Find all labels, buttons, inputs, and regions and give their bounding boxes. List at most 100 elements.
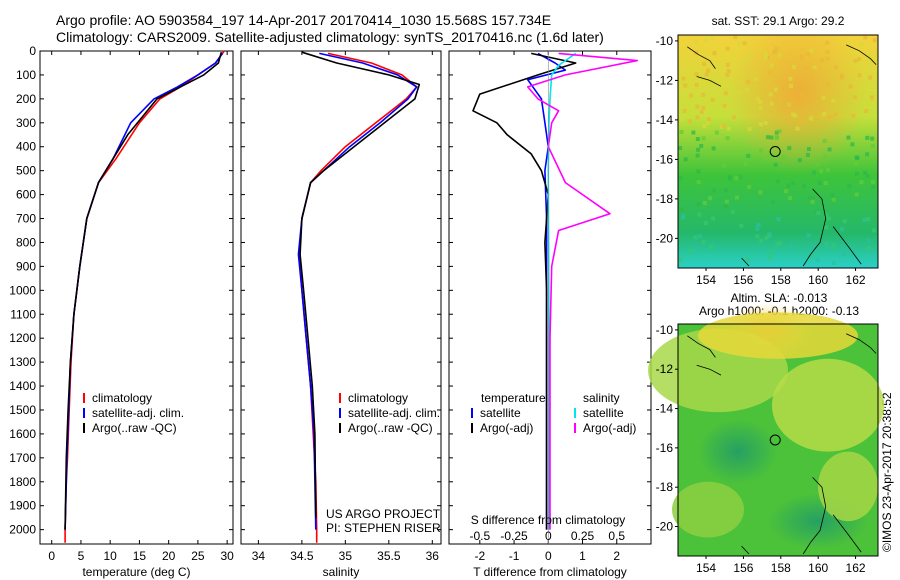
sla_map-coast-contour: [802, 477, 827, 555]
sst-speckle: [714, 130, 719, 135]
sst-speckle: [755, 234, 760, 239]
sst-speckle: [865, 152, 870, 157]
sst-speckle: [789, 101, 794, 106]
diff-salinity-legend-label: satellite: [583, 406, 624, 420]
sst-speckle: [855, 156, 860, 161]
sst_map-ytick-label: -14: [656, 113, 674, 127]
sst-speckle: [853, 58, 858, 63]
sst-speckle: [702, 61, 707, 66]
sst-speckle: [822, 139, 827, 144]
sst-speckle: [862, 217, 867, 222]
sst-speckle: [746, 153, 751, 158]
sst-speckle: [763, 121, 768, 126]
sst_map-ytick-label: -16: [656, 152, 674, 166]
depth-tick-label: 700: [16, 212, 36, 226]
sla_map-coast-contour: [687, 335, 716, 358]
sst-speckle: [870, 136, 875, 141]
sst-speckle: [722, 163, 727, 168]
temperature-xtick-label: 30: [220, 549, 234, 563]
sst-speckle: [851, 113, 856, 118]
sla_map-argo-marker: [769, 434, 781, 446]
sst-speckle: [842, 219, 847, 224]
sst-speckle: [850, 142, 855, 147]
sst-speckle: [734, 176, 739, 181]
sst_map-xtick-label: 162: [846, 273, 866, 287]
sst-speckle: [759, 238, 764, 243]
sst-speckle: [704, 221, 709, 226]
salinity-diff-tick-label: -0.5: [469, 529, 490, 543]
sst-speckle: [811, 170, 816, 175]
salinity-series-line: [299, 51, 421, 518]
salinity-xtick-label: 35: [339, 549, 353, 563]
sst-speckle: [702, 201, 707, 206]
sst-speckle: [799, 54, 804, 59]
depth-tick-label: 1000: [9, 283, 36, 297]
temperature-legend-label: satellite-adj. clim.: [92, 406, 184, 420]
sst_map-coast-contour: [687, 46, 716, 69]
sst-speckle: [810, 199, 815, 204]
sst-speckle: [854, 192, 859, 197]
sst-speckle: [701, 239, 706, 244]
sst-speckle: [823, 180, 828, 185]
sst-speckle: [852, 95, 857, 100]
sst-speckle: [756, 222, 761, 227]
sst-speckle: [734, 195, 739, 200]
sla-blob: [672, 481, 744, 538]
sst-speckle: [769, 249, 774, 254]
sst-speckle: [788, 76, 793, 81]
sla_map-xtick-label: 160: [808, 561, 828, 575]
sla_map-ytick-label: -12: [656, 362, 674, 376]
sst-speckle: [773, 162, 778, 167]
sst-speckle: [833, 112, 838, 117]
sst-speckle: [699, 109, 704, 114]
depth-tick-label: 900: [16, 259, 36, 273]
diff-legend-title-temperature: temperature: [481, 391, 546, 405]
differences-series-line: [526, 52, 639, 530]
sst-speckle: [826, 115, 831, 120]
sst-speckle: [868, 75, 873, 80]
sst-speckle: [681, 76, 686, 81]
salinity-legend-label: climatology: [348, 391, 408, 405]
sst-speckle: [710, 35, 715, 40]
sst-speckle: [701, 92, 706, 97]
sst-speckle: [812, 65, 817, 70]
temperature-xtick-label: 20: [162, 549, 176, 563]
sst-speckle: [726, 126, 731, 131]
sst-speckle: [781, 155, 786, 160]
salinity-diff-tick-label: -0.25: [500, 529, 528, 543]
sla_map-xtick-label: 156: [733, 561, 753, 575]
sst-speckle: [705, 121, 710, 126]
sst-speckle: [742, 41, 747, 46]
differences-xlabel: T difference from climatology: [473, 565, 627, 579]
sst-speckle: [775, 179, 780, 184]
sst-speckle: [769, 157, 774, 162]
sst-speckle: [825, 40, 830, 45]
sst-speckle: [745, 87, 750, 92]
sst-speckle: [822, 155, 827, 160]
sst-speckle: [726, 106, 731, 111]
depth-tick-label: 1300: [9, 355, 36, 369]
sst-speckle: [806, 233, 811, 238]
sst-speckle: [738, 175, 743, 180]
sst-speckle: [791, 112, 796, 117]
sst-speckle: [865, 173, 870, 178]
temperature-legend-label: climatology: [92, 391, 152, 405]
sst-speckle: [769, 101, 774, 106]
depth-tick-label: 800: [16, 235, 36, 249]
sst-speckle: [775, 241, 780, 246]
sst-speckle: [711, 146, 716, 151]
depth-tick-label: 100: [16, 68, 36, 82]
sst-speckle: [701, 136, 706, 141]
sst-speckle: [706, 117, 711, 122]
sst-speckle: [683, 83, 688, 88]
sst-speckle: [723, 91, 728, 96]
sst-speckle: [819, 58, 824, 63]
sst-speckle: [817, 180, 822, 185]
sst-speckle: [725, 62, 730, 67]
sla_map-coast-contour: [846, 333, 877, 354]
sst-speckle: [687, 249, 692, 254]
sst-speckle: [758, 106, 763, 111]
sst-map-title: sat. SST: 29.1 Argo: 29.2: [712, 14, 845, 28]
sst-speckle: [737, 41, 742, 46]
